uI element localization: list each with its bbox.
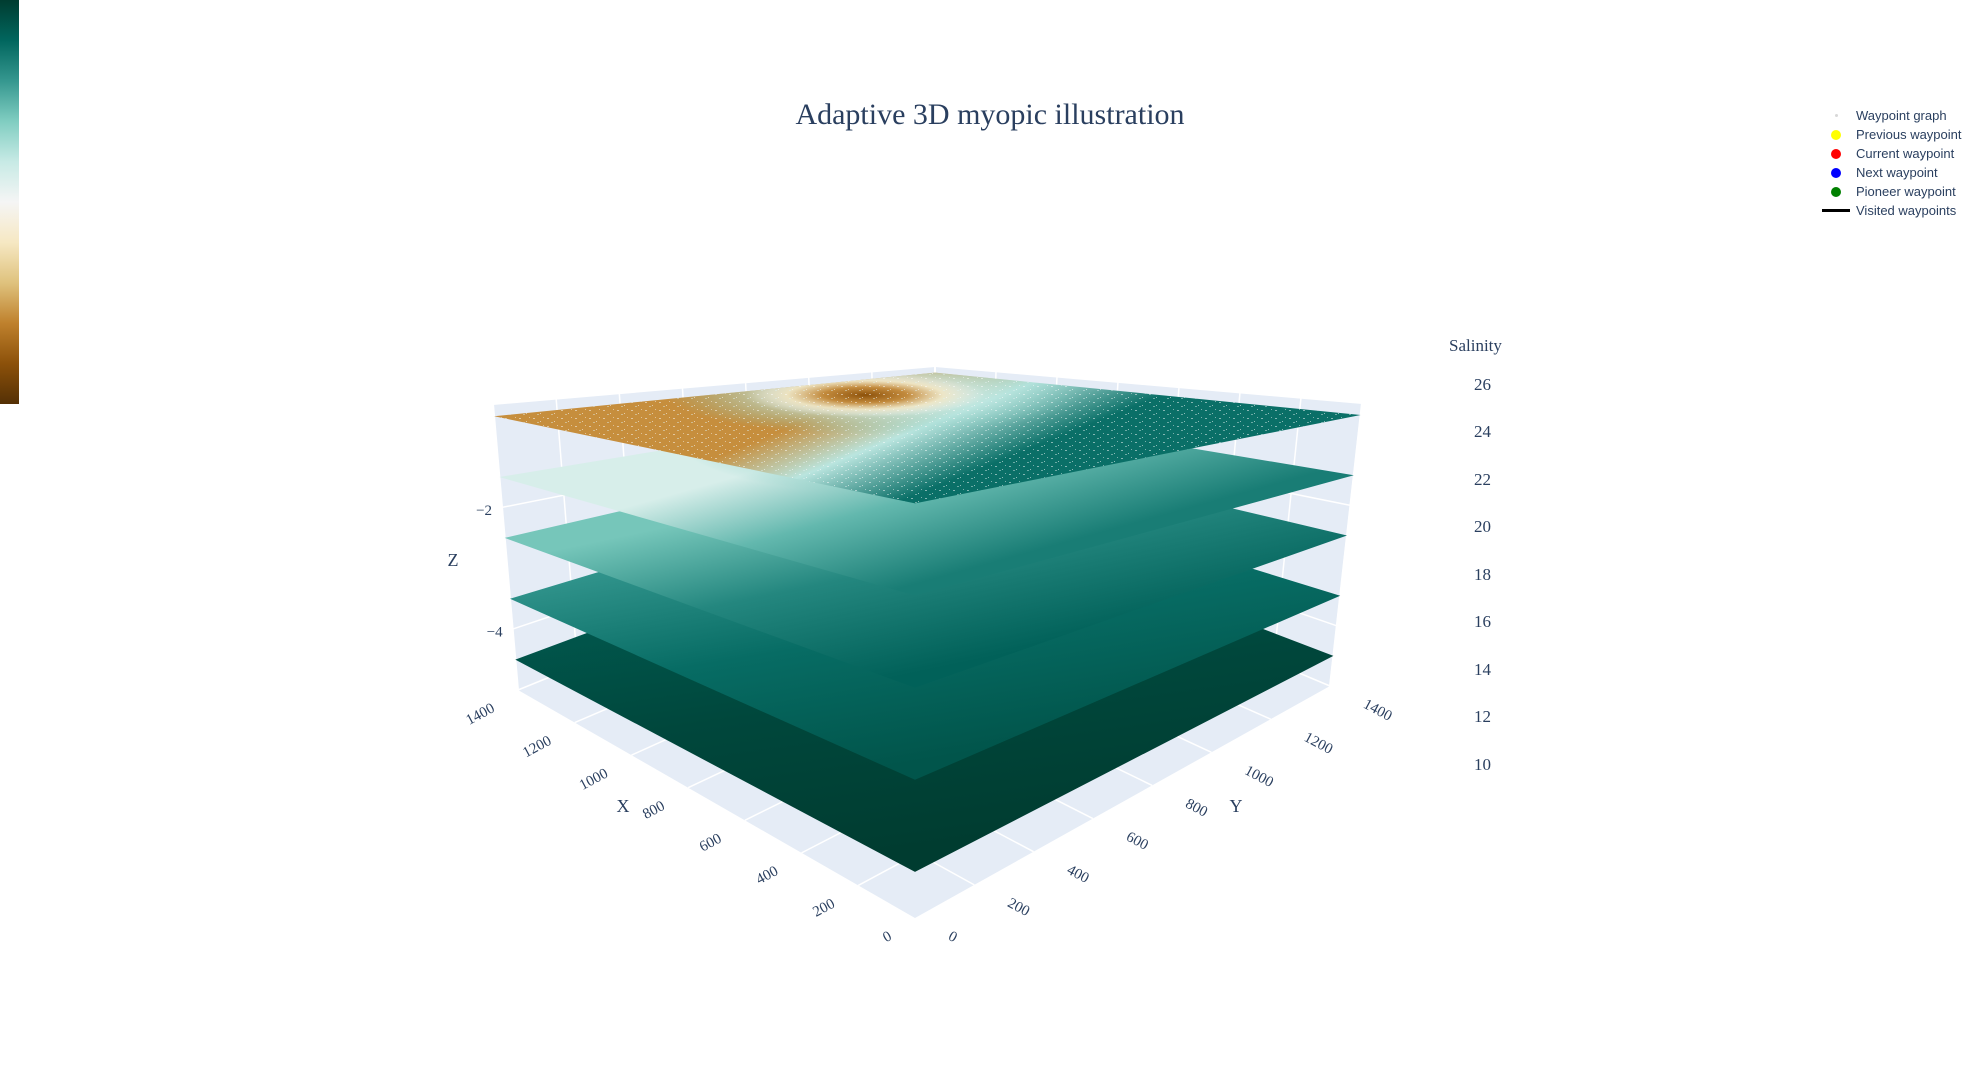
y-tick-label: 200	[1005, 895, 1032, 920]
legend-marker	[1822, 182, 1850, 201]
chart-title: Adaptive 3D myopic illustration	[795, 98, 1185, 131]
legend-item[interactable]: Next waypoint	[1822, 163, 1972, 182]
z-tick-label: −4	[487, 625, 503, 641]
legend-label: Waypoint graph	[1856, 108, 1947, 123]
colorbar	[0, 0, 19, 404]
y-axis-label: Y	[1230, 796, 1243, 816]
colorbar-tick-label: 12	[1474, 707, 1491, 727]
colorbar-tick-label: 14	[1474, 659, 1491, 679]
box-edge	[492, 365, 936, 405]
legend-item[interactable]: Current waypoint	[1822, 144, 1972, 163]
box-edge	[492, 403, 519, 691]
y-tick-label: 800	[1183, 796, 1210, 821]
legend: Waypoint graph Previous waypoint Current w…	[1822, 106, 1972, 220]
y-tick-label: 1400	[1361, 696, 1395, 724]
x-tick-label: 800	[640, 798, 667, 823]
salinity-layers	[494, 372, 1361, 872]
colorbar-tick-label: 26	[1474, 374, 1491, 394]
x-tick-label: 600	[697, 831, 724, 856]
legend-label: Previous waypoint	[1856, 127, 1962, 142]
legend-item[interactable]: Pioneer waypoint	[1822, 182, 1972, 201]
box-edge	[1329, 402, 1363, 687]
y-tick-label: 0	[946, 928, 960, 946]
legend-item[interactable]: Visited waypoints	[1822, 201, 1972, 220]
legend-item[interactable]: Previous waypoint	[1822, 125, 1972, 144]
legend-label: Current waypoint	[1856, 146, 1955, 161]
legend-marker	[1822, 163, 1850, 182]
axis-labels: X Y Z	[448, 550, 1243, 816]
colorbar-tick-label: 22	[1474, 469, 1491, 489]
legend-marker	[1822, 201, 1850, 220]
legend-label: Next waypoint	[1856, 165, 1938, 180]
legend-label: Pioneer waypoint	[1856, 184, 1956, 199]
colorbar-tick-label: 10	[1474, 755, 1491, 774]
legend-label: Visited waypoints	[1856, 203, 1957, 218]
y-tick-label: 1000	[1242, 763, 1276, 791]
colorbar-tick-label: 18	[1474, 564, 1491, 584]
x-tick-label: 200	[810, 896, 837, 921]
salinity-layer	[494, 372, 1361, 504]
colorbar-tick-label: 16	[1474, 612, 1491, 632]
x-tick-label: 1000	[577, 766, 611, 794]
x-tick-label: 1200	[520, 733, 554, 761]
z-axis-label: Z	[448, 550, 459, 570]
colorbar-title: Salinity	[1449, 336, 1502, 355]
colorbar-tick-label: 20	[1474, 517, 1491, 537]
x-tick-label: 400	[754, 863, 781, 888]
x-tick-label: 0	[880, 928, 894, 946]
box-edge	[934, 365, 1363, 404]
legend-item[interactable]: Waypoint graph	[1822, 106, 1972, 125]
y-tick-label: 1200	[1301, 730, 1335, 758]
x-tick-label: 1400	[463, 700, 497, 728]
legend-marker	[1822, 106, 1850, 125]
colorbar-tick-label: 24	[1474, 422, 1491, 442]
y-tick-label: 400	[1064, 862, 1091, 887]
z-tick-label: −2	[476, 503, 492, 519]
legend-marker	[1822, 125, 1850, 144]
y-tick-label: 600	[1123, 829, 1150, 854]
waypoint-graph	[494, 372, 1361, 504]
x-axis-label: X	[617, 796, 630, 816]
legend-marker	[1822, 144, 1850, 163]
